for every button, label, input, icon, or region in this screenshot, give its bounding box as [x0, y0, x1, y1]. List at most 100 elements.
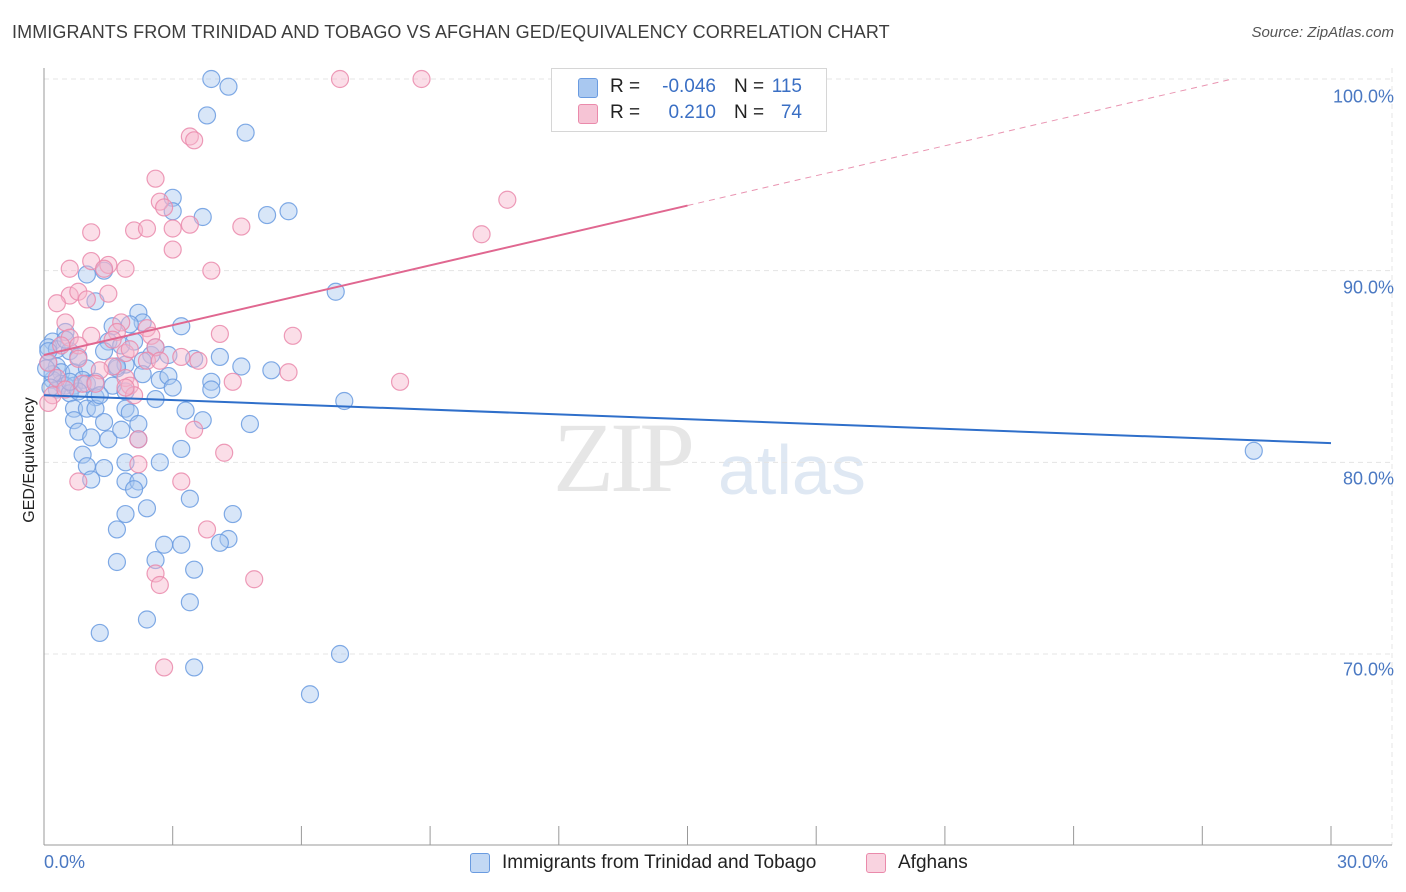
data-point-afghans	[283, 326, 302, 345]
legend-item-afghans[interactable]: Afghans	[866, 852, 968, 874]
data-point-afghans	[232, 217, 251, 236]
data-point-trinidad	[137, 499, 157, 518]
data-point-trinidad	[185, 560, 204, 579]
data-point-trinidad	[107, 552, 127, 572]
data-point-trinidad	[1244, 441, 1263, 460]
data-point-afghans	[94, 259, 114, 278]
data-point-trinidad	[94, 412, 114, 432]
data-point-afghans	[472, 225, 491, 244]
trend-line-afghans-projection	[687, 78, 1233, 207]
axes	[43, 68, 1392, 846]
data-point-trinidad	[73, 445, 92, 464]
data-point-afghans	[155, 658, 174, 677]
legend-swatch-blue	[578, 78, 598, 98]
data-point-afghans	[172, 347, 191, 367]
y-tick-label-90: 90.0%	[1342, 277, 1394, 298]
data-point-trinidad	[279, 202, 298, 221]
data-point-afghans	[73, 374, 92, 393]
data-point-trinidad	[176, 401, 195, 420]
data-point-afghans	[155, 198, 174, 217]
legend-item-trinidad[interactable]: Immigrants from Trinidad and Tobago	[470, 852, 816, 874]
data-point-afghans	[60, 259, 79, 278]
data-point-trinidad	[159, 366, 178, 386]
stats-legend: R = -0.046 N = 115 R = 0.210 N = 74	[551, 68, 827, 132]
data-point-trinidad	[330, 644, 350, 664]
legend-row-trinidad: R = -0.046 N = 115	[552, 74, 826, 100]
data-point-trinidad	[180, 489, 199, 508]
x-tick-label-min: 0.0%	[44, 852, 86, 872]
trend-lines	[43, 78, 1332, 445]
data-point-trinidad	[210, 533, 229, 552]
data-point-afghans	[215, 443, 234, 462]
series-legend: Immigrants from Trinidad and Tobago Afgh…	[0, 852, 1406, 878]
grid-lines	[44, 68, 1393, 845]
data-point-trinidad	[202, 69, 221, 89]
data-point-afghans	[202, 261, 221, 280]
data-point-trinidad	[133, 365, 152, 384]
data-point-trinidad	[124, 480, 144, 499]
data-point-trinidad	[107, 520, 127, 539]
data-point-afghans	[146, 338, 165, 357]
data-point-afghans	[116, 378, 135, 397]
legend-label-afghans: Afghans	[898, 852, 968, 873]
data-point-afghans	[150, 351, 169, 370]
y-tick-label-80: 80.0%	[1342, 468, 1394, 489]
data-point-trinidad	[219, 529, 238, 549]
data-point-afghans	[146, 564, 165, 583]
data-point-trinidad	[82, 428, 101, 447]
data-point-afghans	[185, 420, 204, 439]
data-point-afghans	[82, 223, 101, 242]
legend-swatch-pink	[578, 104, 598, 124]
data-point-afghans	[189, 351, 208, 370]
data-point-trinidad	[262, 361, 281, 380]
data-point-trinidad	[86, 399, 105, 418]
legend-r-value: -0.046	[662, 76, 716, 97]
data-point-trinidad	[300, 685, 320, 704]
data-point-trinidad	[240, 414, 260, 434]
legend-swatch-blue	[470, 853, 490, 873]
data-point-afghans	[47, 294, 66, 313]
data-point-trinidad	[129, 414, 148, 434]
data-point-afghans	[180, 215, 199, 234]
data-point-trinidad	[163, 378, 182, 397]
data-point-trinidad	[90, 386, 109, 405]
data-point-trinidad	[219, 77, 238, 96]
legend-n-value: 115	[771, 76, 802, 97]
data-point-afghans	[163, 219, 182, 238]
data-point-trinidad	[172, 439, 191, 459]
data-point-afghans	[163, 240, 182, 259]
data-point-afghans	[69, 349, 88, 368]
data-point-trinidad	[232, 357, 251, 376]
data-point-afghans	[99, 284, 118, 303]
data-point-afghans	[77, 290, 97, 309]
data-point-afghans	[129, 430, 148, 449]
legend-r-label: R =	[610, 76, 641, 97]
data-point-afghans	[412, 69, 431, 89]
series-trinidad-points	[37, 69, 1263, 704]
chart-title: IMMIGRANTS FROM TRINIDAD AND TOBAGO VS A…	[12, 22, 890, 42]
data-point-afghans	[112, 313, 131, 332]
data-point-afghans	[185, 131, 204, 150]
data-point-trinidad	[172, 535, 191, 554]
data-point-afghans	[172, 472, 191, 491]
data-point-afghans	[210, 324, 229, 344]
data-point-afghans	[390, 372, 410, 391]
data-point-afghans	[245, 570, 264, 589]
legend-row-afghans: R = 0.210 N = 74	[552, 100, 826, 126]
data-point-trinidad	[116, 504, 135, 524]
x-tick-label-max: 30.0%	[1337, 852, 1389, 872]
data-point-trinidad	[77, 265, 97, 284]
data-point-afghans	[129, 455, 148, 474]
legend-label-trinidad: Immigrants from Trinidad and Tobago	[502, 852, 817, 873]
data-point-trinidad	[155, 535, 174, 554]
data-point-trinidad	[94, 458, 114, 478]
data-point-afghans	[223, 372, 242, 391]
data-point-trinidad	[64, 411, 84, 430]
data-point-afghans	[150, 575, 169, 595]
data-point-afghans	[86, 374, 105, 393]
data-point-afghans	[120, 340, 139, 359]
data-point-afghans	[39, 393, 58, 413]
data-point-afghans	[279, 363, 298, 382]
data-point-afghans	[90, 361, 109, 380]
